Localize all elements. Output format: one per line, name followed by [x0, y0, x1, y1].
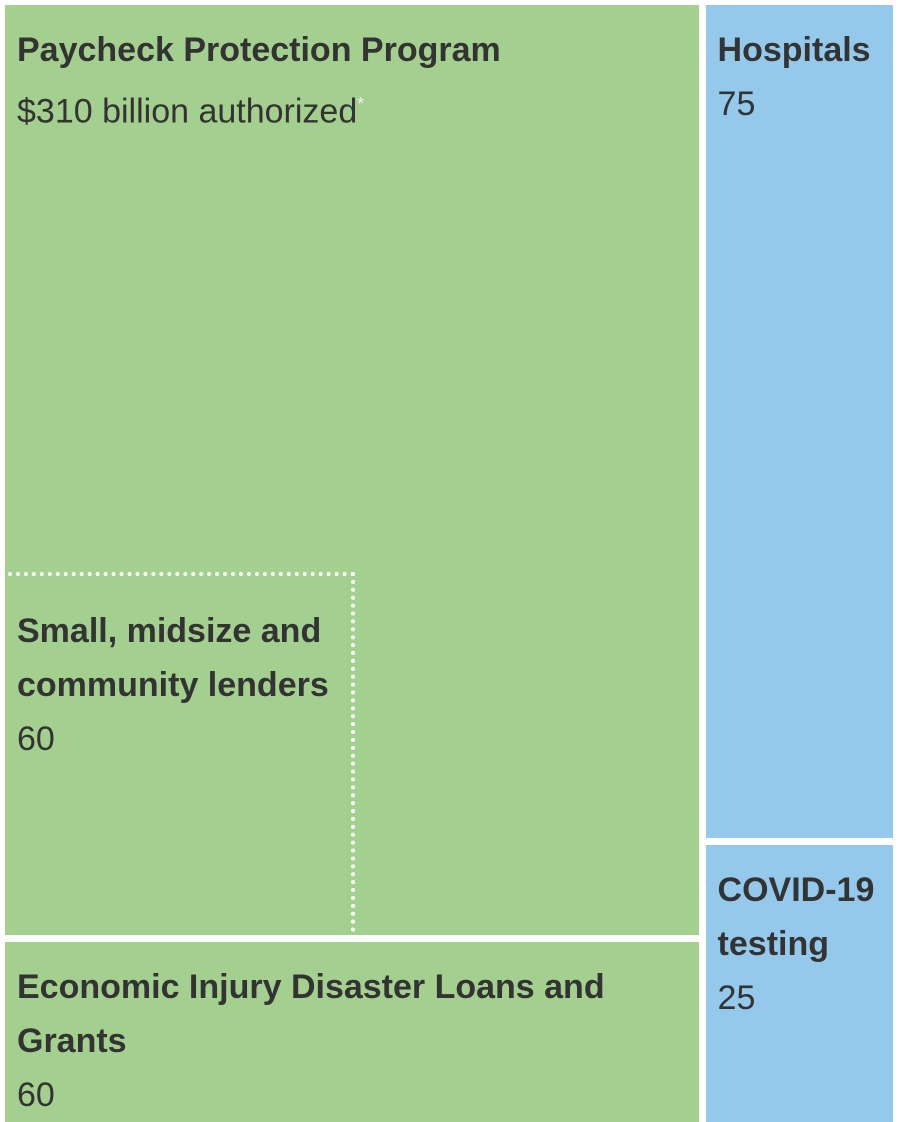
cell-value: 60: [17, 720, 55, 758]
cell-label: Small, midsize and community lenders 60: [17, 604, 347, 766]
cell-name: Paycheck Protection Program: [17, 31, 501, 69]
treemap-cell: Economic Injury Disaster Loans and Grant…: [5, 942, 699, 1122]
cell-value: 60: [17, 1076, 55, 1114]
footnote-marker: *: [357, 94, 365, 114]
treemap-cell: Hospitals 75: [705, 5, 893, 838]
cell-label: Hospitals 75: [718, 23, 889, 131]
cell-value: 25: [717, 978, 756, 1017]
treemap-cell: COVID-19 testing 25: [705, 844, 893, 1122]
cell-label: Paycheck Protection Program $310 billion …: [17, 23, 695, 138]
cell-value: $310 billion authorized*: [17, 92, 365, 131]
cell-name: Economic Injury Disaster Loans and Grant…: [17, 968, 605, 1060]
cell-name: Hospitals: [717, 31, 871, 69]
cell-label: Economic Injury Disaster Loans and Grant…: [17, 960, 695, 1122]
treemap-cell: Paycheck Protection Program $310 billion …: [5, 5, 699, 935]
cell-value: 75: [717, 85, 756, 123]
cell-label: COVID-19 testing 25: [718, 863, 889, 1025]
cell-name: COVID-19 testing: [717, 870, 875, 963]
nested-cell: Small, midsize and community lenders 60: [8, 572, 355, 932]
cell-name: Small, midsize and community lenders: [17, 612, 329, 704]
